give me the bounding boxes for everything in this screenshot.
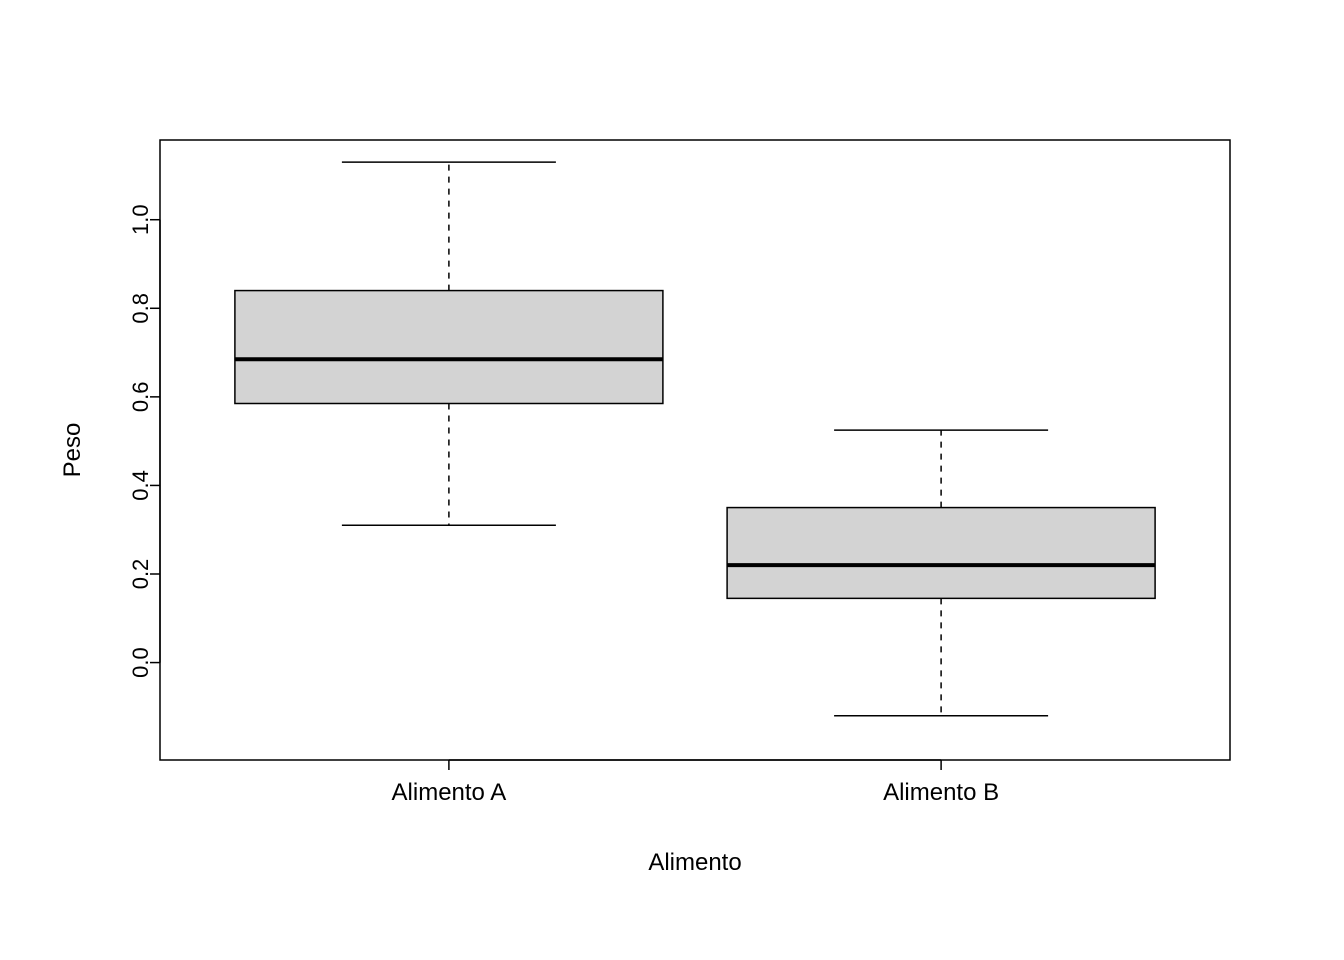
y-axis-label: Peso	[59, 423, 86, 478]
x-axis-label: Alimento	[648, 849, 741, 876]
category-label: Alimento B	[883, 779, 999, 806]
chart-background	[0, 0, 1344, 960]
box	[727, 508, 1155, 599]
y-tick-label: 0.0	[128, 647, 153, 678]
y-tick-label: 0.2	[128, 559, 153, 590]
y-tick-label: 0.4	[128, 470, 153, 501]
y-tick-label: 1.0	[128, 204, 153, 235]
category-label: Alimento A	[392, 779, 507, 806]
box	[235, 291, 663, 404]
y-tick-label: 0.8	[128, 293, 153, 324]
y-tick-label: 0.6	[128, 382, 153, 413]
